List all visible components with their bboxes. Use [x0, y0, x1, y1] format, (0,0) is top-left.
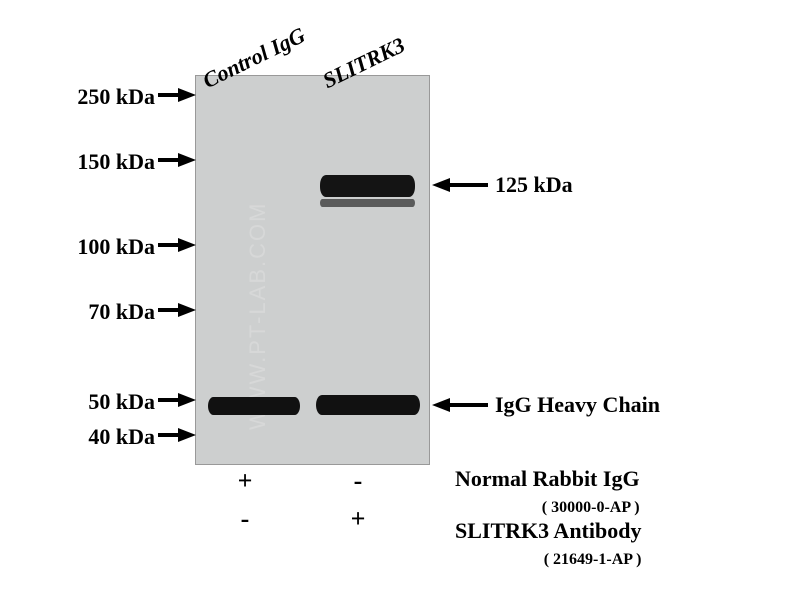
footer-line2: ( 21649-1-AP ) [514, 551, 642, 568]
mw-label-100: 100 kDa [77, 234, 155, 260]
band-igg-hc-slitrk3 [316, 395, 420, 415]
pm-r1c1: + [230, 466, 260, 496]
mw-arrow-head [178, 88, 196, 102]
mw-label-40: 40 kDa [88, 424, 155, 450]
mw-arrow-stem [158, 158, 180, 162]
mw-label-50: 50 kDa [88, 389, 155, 415]
footer-normal-rabbit-igg: Normal Rabbit IgG ( 30000-0-AP ) [455, 466, 640, 518]
mw-arrow-stem [158, 433, 180, 437]
mw-arrow-head [178, 393, 196, 407]
mw-arrow-stem [158, 398, 180, 402]
annot-125kda: 125 kDa [495, 172, 573, 198]
footer-line1: SLITRK3 Antibody [455, 518, 641, 543]
footer-line1: Normal Rabbit IgG [455, 466, 640, 491]
pm-r1c2: - [343, 466, 373, 496]
mw-label-70: 70 kDa [88, 299, 155, 325]
mw-arrow-head [178, 428, 196, 442]
figure-container: WWW.PT-LAB.COM Control IgG SLITRK3 250 k… [0, 0, 800, 600]
mw-arrow-head [178, 238, 196, 252]
mw-label-250: 250 kDa [77, 84, 155, 110]
annot-arrow-stem [448, 403, 488, 407]
band-slitrk3-faint [320, 199, 415, 207]
pm-r2c1: - [230, 504, 260, 534]
mw-arrow-stem [158, 308, 180, 312]
band-igg-hc-control [208, 397, 300, 415]
band-slitrk3-125 [320, 175, 415, 197]
annot-arrow-stem [448, 183, 488, 187]
mw-label-150: 150 kDa [77, 149, 155, 175]
pm-r2c2: + [343, 504, 373, 534]
mw-arrow-stem [158, 93, 180, 97]
footer-slitrk3-antibody: SLITRK3 Antibody ( 21649-1-AP ) [455, 518, 641, 570]
mw-arrow-head [178, 153, 196, 167]
mw-arrow-stem [158, 243, 180, 247]
footer-line2: ( 30000-0-AP ) [514, 499, 640, 516]
mw-arrow-head [178, 303, 196, 317]
annot-igg-hc: IgG Heavy Chain [495, 392, 660, 418]
